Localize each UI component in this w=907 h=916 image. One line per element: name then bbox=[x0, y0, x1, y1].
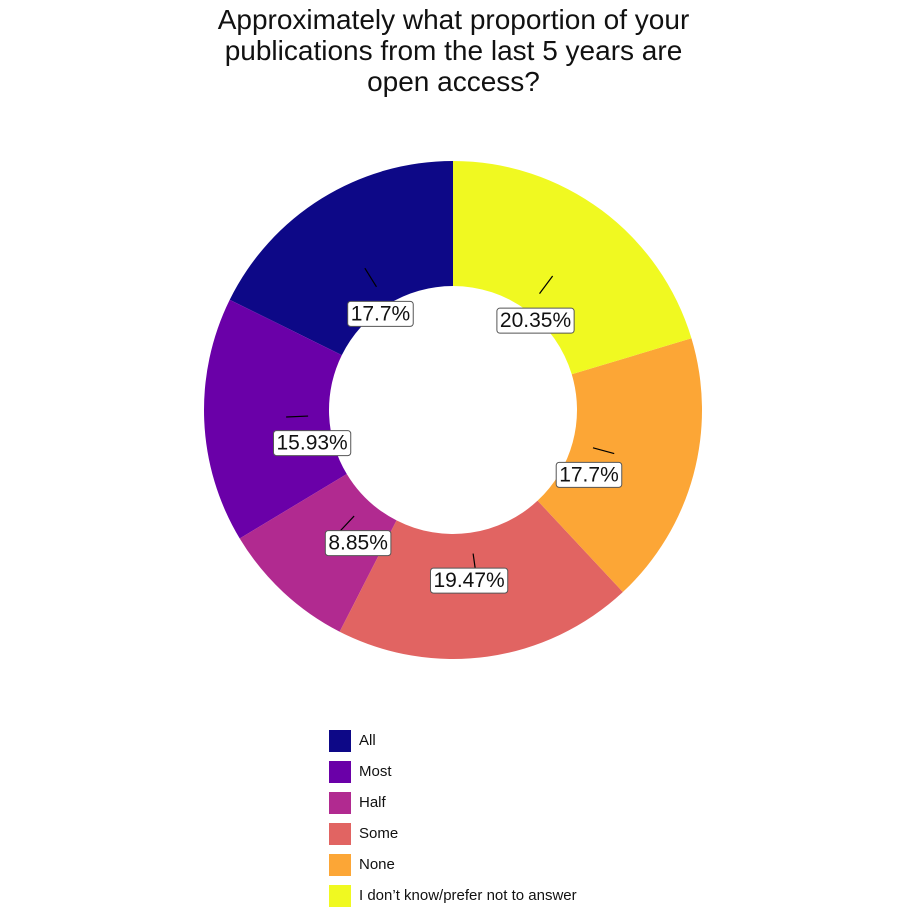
legend-swatch-2 bbox=[329, 792, 351, 814]
label-leader-4 bbox=[592, 447, 615, 455]
legend-swatch-0 bbox=[329, 730, 351, 752]
slice-label-text-3: 19.47% bbox=[433, 569, 504, 592]
slice-label-text-5: 20.35% bbox=[500, 309, 571, 332]
legend-item-4: None bbox=[329, 854, 577, 885]
slice-label-box-3 bbox=[429, 567, 509, 594]
label-leader-2 bbox=[338, 515, 355, 533]
legend-label-5: I don’t know/prefer not to answer bbox=[359, 887, 577, 904]
legend-swatch-4 bbox=[329, 854, 351, 876]
slice-label-0: 17.7% bbox=[347, 300, 414, 327]
legend-swatch-1 bbox=[329, 761, 351, 783]
chart-title-line-1: Approximately what proportion of your bbox=[217, 4, 690, 35]
slice-1 bbox=[204, 299, 347, 539]
slice-label-box-1 bbox=[273, 430, 352, 457]
legend-swatch-5 bbox=[329, 885, 351, 907]
legend-item-0: All bbox=[329, 730, 577, 761]
slice-2 bbox=[239, 473, 397, 632]
slice-label-5: 20.35% bbox=[496, 307, 575, 334]
legend-label-3: Some bbox=[359, 825, 399, 842]
legend-item-5: I don’t know/prefer not to answer bbox=[329, 885, 577, 916]
slice-label-box-2 bbox=[324, 530, 392, 557]
legend-swatch-3 bbox=[329, 823, 351, 845]
chart-title-line-3: open access? bbox=[367, 66, 540, 97]
chart-title-line-2: publications from the last 5 years are bbox=[224, 35, 683, 66]
slice-label-3: 19.47% bbox=[429, 567, 509, 594]
slice-label-2: 8.85% bbox=[324, 530, 392, 557]
chart-title: Approximately what proportion of your pu… bbox=[0, 4, 907, 97]
label-leader-0 bbox=[364, 267, 377, 288]
legend-label-2: Half bbox=[359, 794, 386, 811]
slice-label-text-2: 8.85% bbox=[328, 532, 388, 555]
legend-label-4: None bbox=[359, 856, 395, 873]
slice-label-box-0 bbox=[347, 300, 414, 327]
legend-item-3: Some bbox=[329, 823, 577, 854]
slice-label-box-5 bbox=[496, 307, 575, 334]
legend-label-1: Most bbox=[359, 763, 392, 780]
legend: All Most Half Some None I don’t know/prefer n… bbox=[329, 730, 577, 916]
legend-item-1: Most bbox=[329, 761, 577, 792]
slice-0 bbox=[229, 161, 453, 356]
slice-label-text-4: 17.7% bbox=[559, 463, 619, 486]
legend-label-0: All bbox=[359, 732, 376, 749]
slice-5 bbox=[453, 161, 692, 375]
donut-labels: 17.7% 15.93% 8.85% 19.47% 17.7% 20.35% bbox=[273, 267, 623, 594]
label-leader-1 bbox=[286, 415, 309, 418]
legend-item-2: Half bbox=[329, 792, 577, 823]
slice-label-text-1: 15.93% bbox=[277, 432, 348, 455]
slice-label-4: 17.7% bbox=[555, 461, 623, 488]
slice-label-text-0: 17.7% bbox=[351, 302, 411, 325]
label-leader-5 bbox=[539, 275, 554, 294]
slice-label-1: 15.93% bbox=[273, 430, 352, 457]
slice-label-box-4 bbox=[555, 461, 623, 488]
